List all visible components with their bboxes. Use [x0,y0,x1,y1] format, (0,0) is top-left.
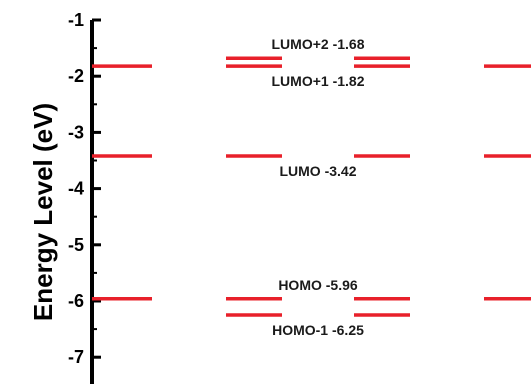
y-axis-title: Energy Level (eV) [28,103,58,321]
y-tick-label: -7 [68,347,84,367]
y-tick-label: -6 [68,291,84,311]
y-tick-label: -1 [68,10,84,30]
y-tick-label: -2 [68,66,84,86]
level-annotation: LUMO+2 -1.68 [272,36,365,52]
level-annotations: LUMO+2 -1.68 LUMO+1 -1.82 LUMO -3.42 HOMO -… [272,36,365,338]
energy-levels [92,56,531,317]
level-annotation: LUMO+1 -1.82 [272,73,365,89]
y-tick-label: -5 [68,235,84,255]
level-annotation: HOMO-1 -6.25 [272,322,364,338]
level-annotation: LUMO -3.42 [279,163,356,179]
y-tick-label: -4 [68,179,84,199]
y-axis: -1 -2 -3 -4 -5 -6 -7 [68,10,101,384]
y-tick-label: -3 [68,122,84,142]
level-annotation: HOMO -5.96 [278,277,358,293]
